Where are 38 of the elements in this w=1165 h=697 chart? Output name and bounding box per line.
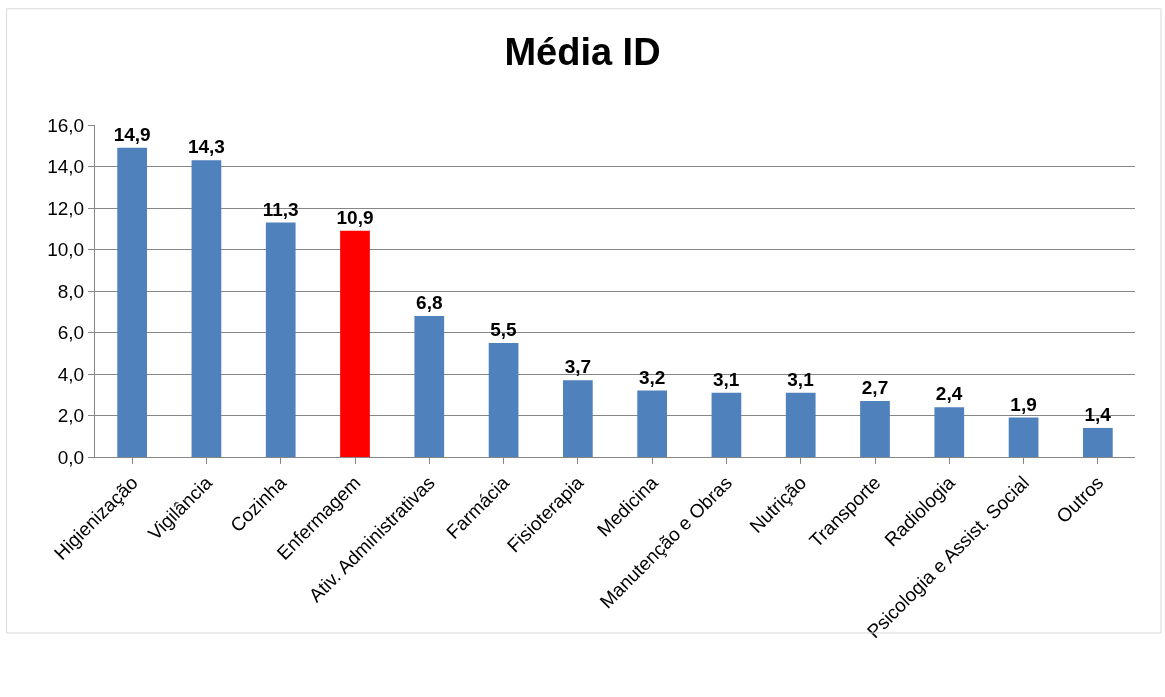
bar bbox=[414, 315, 445, 457]
bar bbox=[711, 392, 742, 457]
data-label: 10,9 bbox=[336, 206, 374, 228]
data-label: 3,1 bbox=[713, 368, 740, 390]
data-label: 14,3 bbox=[187, 136, 225, 158]
bar bbox=[340, 230, 370, 457]
y-tick-label: 8,0 bbox=[57, 280, 85, 302]
data-label: 1,4 bbox=[1084, 403, 1112, 425]
y-tick-label: 16,0 bbox=[47, 114, 85, 136]
y-tick-label: 2,0 bbox=[57, 405, 85, 427]
bar bbox=[934, 407, 965, 457]
data-label: 2,7 bbox=[861, 376, 889, 398]
y-tick-label: 6,0 bbox=[57, 322, 85, 344]
data-label: 1,9 bbox=[1010, 393, 1037, 415]
bar bbox=[1008, 417, 1039, 457]
y-tick-label: 10,0 bbox=[47, 239, 85, 261]
bar bbox=[860, 400, 890, 457]
data-label: 5,5 bbox=[490, 318, 517, 340]
bar bbox=[1083, 427, 1113, 457]
data-label: 3,2 bbox=[638, 366, 666, 388]
y-tick-label: 4,0 bbox=[57, 363, 85, 385]
data-label: 3,7 bbox=[564, 356, 592, 378]
bar bbox=[191, 160, 222, 457]
y-tick-label: 14,0 bbox=[47, 156, 85, 178]
y-tick-label: 0,0 bbox=[57, 446, 85, 468]
data-label: 2,4 bbox=[935, 383, 963, 405]
bar bbox=[117, 147, 147, 457]
bar bbox=[563, 380, 593, 457]
chart-title: Média ID bbox=[504, 30, 661, 73]
bar bbox=[637, 390, 667, 457]
bar bbox=[265, 222, 296, 457]
bar bbox=[488, 342, 519, 457]
data-label: 3,1 bbox=[787, 368, 815, 390]
y-tick-label: 12,0 bbox=[47, 197, 85, 219]
bar bbox=[785, 392, 816, 457]
data-label: 11,3 bbox=[262, 198, 299, 220]
data-label: 6,8 bbox=[416, 291, 443, 313]
data-label: 14,9 bbox=[113, 123, 151, 145]
